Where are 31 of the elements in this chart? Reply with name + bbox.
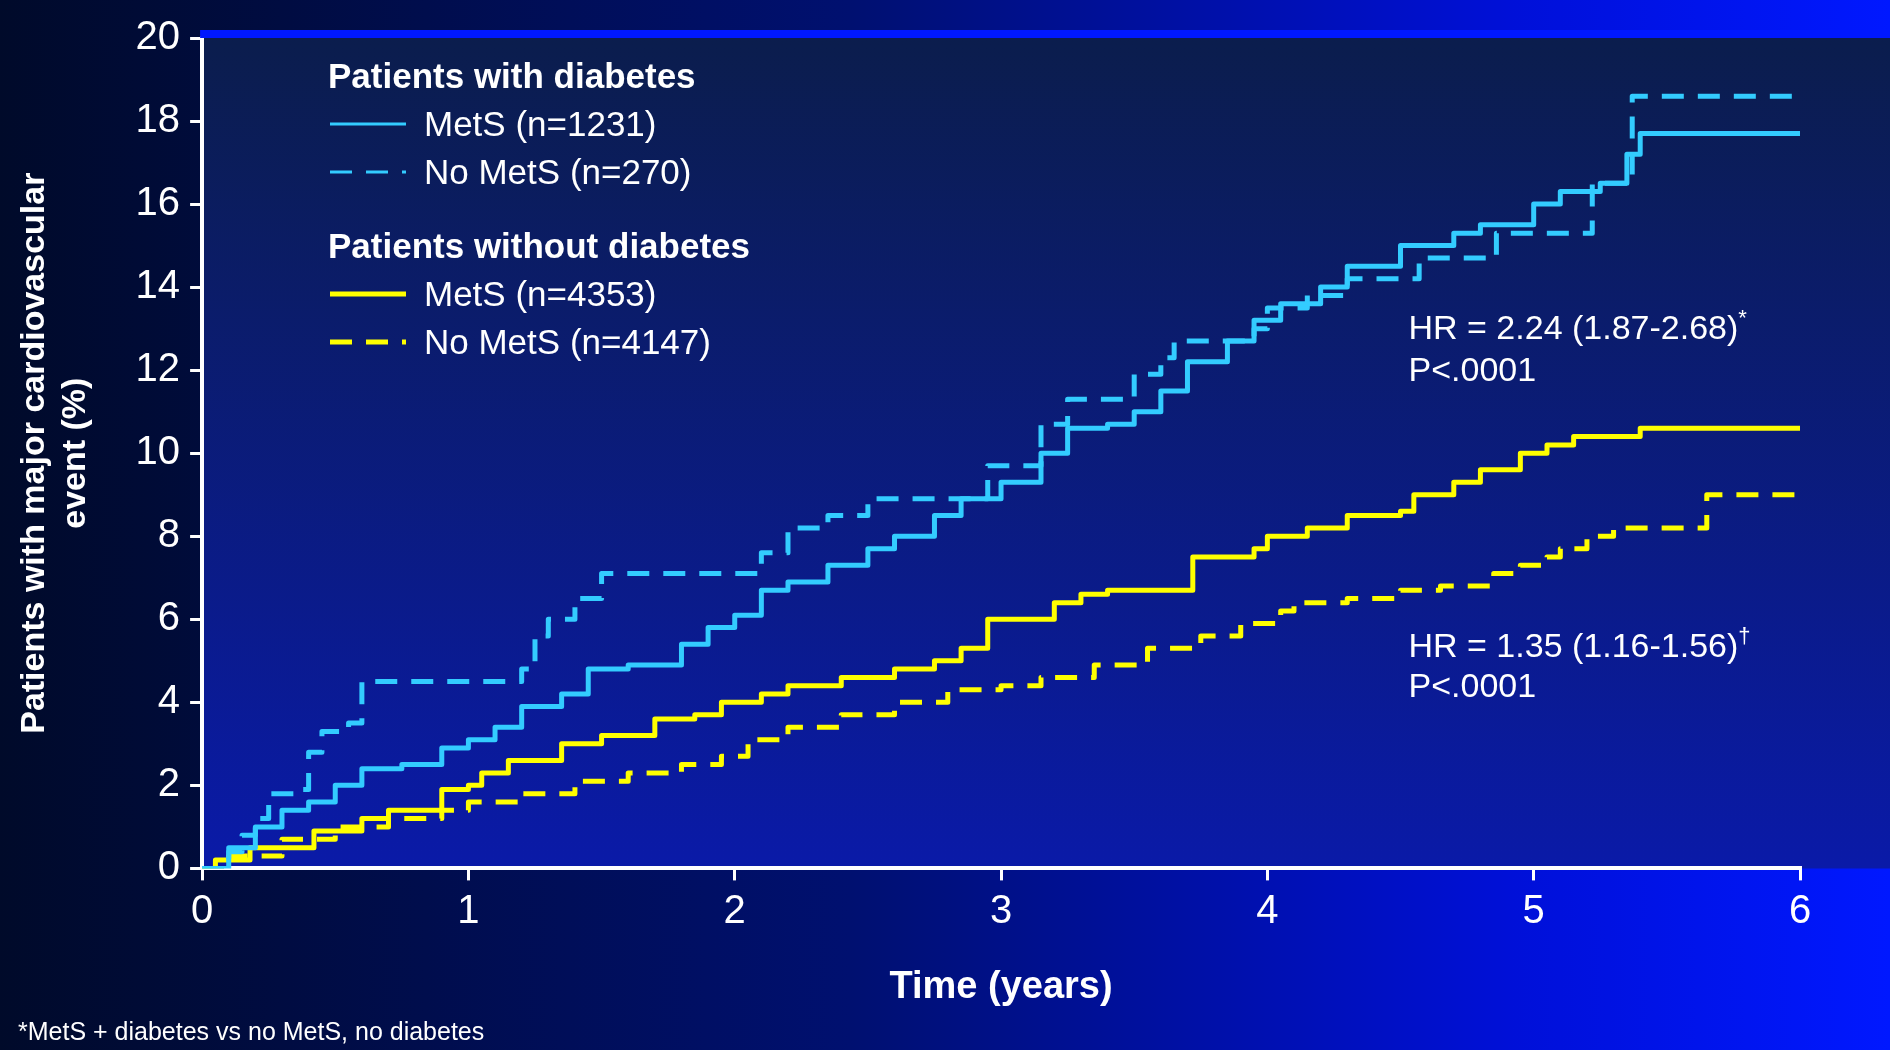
x-axis-title: Time (years) (889, 963, 1113, 1006)
legend-label: MetS (n=1231) (424, 103, 657, 145)
annotation: P<.0001 (1408, 665, 1537, 704)
x-tick-label: 5 (1522, 887, 1545, 932)
y-tick-label: 12 (135, 345, 181, 390)
legend-label: No MetS (n=270) (424, 151, 692, 193)
y-tick-label: 2 (157, 760, 181, 805)
y-tick-label: 16 (135, 179, 181, 224)
annotation: HR = 1.35 (1.16-1.56)† (1408, 623, 1751, 664)
y-axis-title: Patients with major cardiovascular event (%) (12, 172, 92, 734)
y-tick-label: 18 (135, 96, 181, 141)
y-tick-label: 10 (135, 428, 181, 473)
y-tick-label: 14 (135, 262, 181, 307)
x-tick-label: 2 (723, 887, 746, 932)
annotation: Patients with diabetes (328, 55, 697, 97)
y-tick-label: 4 (157, 677, 181, 722)
y-tick-label: 8 (157, 511, 181, 556)
text: *MetS + diabetes vs no MetS, no diabetes (18, 1017, 485, 1045)
annotation: HR = 2.24 (1.87-2.68)* (1408, 305, 1748, 347)
y-tick-label: 0 (157, 843, 181, 888)
y-tick-label: 20 (135, 13, 181, 58)
annotation: Patients without diabetes (328, 225, 750, 267)
x-tick-label: 0 (190, 887, 214, 932)
x-tick-label: 1 (457, 887, 480, 932)
x-tick-label: 3 (989, 887, 1013, 932)
annotation: P<.0001 (1408, 349, 1537, 388)
legend-label: MetS (n=4353) (424, 273, 657, 315)
y-tick-label: 6 (157, 594, 181, 639)
x-tick-label: 6 (1788, 887, 1812, 932)
legend-label: No MetS (n=4147) (424, 321, 711, 363)
x-tick-label: 4 (1256, 887, 1279, 932)
